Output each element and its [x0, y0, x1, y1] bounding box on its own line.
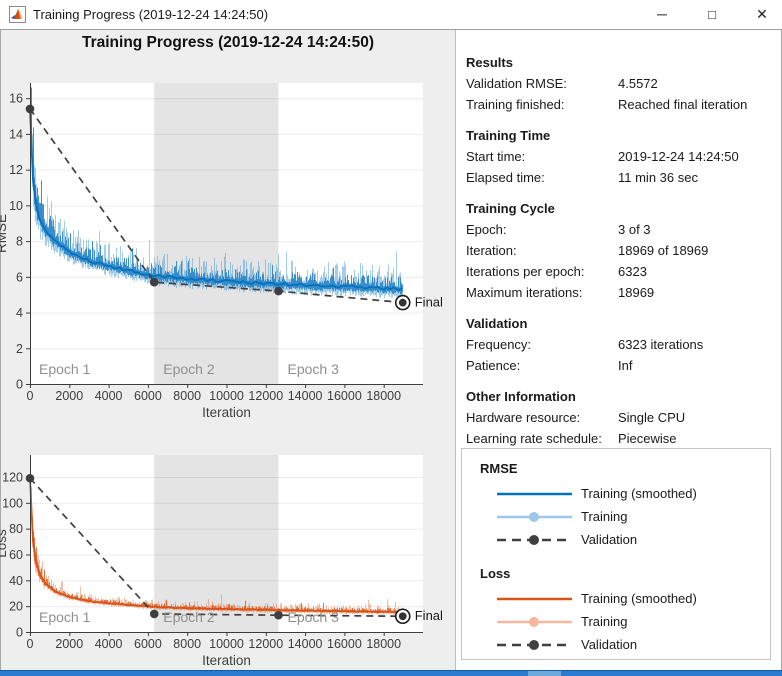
legend-swatch-solid-dot-icon — [497, 616, 572, 628]
legend-label: Training — [581, 509, 628, 524]
info-value: 6323 iterations — [618, 337, 704, 352]
info-value: 11 min 36 sec — [618, 170, 698, 185]
info-row: Iteration: 18969 of 18969 — [466, 240, 771, 261]
info-value: 6323 — [618, 264, 647, 279]
info-label: Validation RMSE: — [466, 76, 567, 91]
training-progress-charts — [0, 30, 455, 670]
legend-swatch-dashed-dot-icon — [497, 534, 572, 546]
info-row: Frequency: 6323 iterations — [466, 334, 771, 355]
info-section-heading: Training Cycle — [466, 201, 555, 216]
legend-entry: Training — [480, 610, 770, 633]
info-label: Start time: — [466, 149, 526, 164]
info-value: 18969 of 18969 — [618, 243, 709, 258]
info-label: Iterations per epoch: — [466, 264, 585, 279]
info-label: Patience: — [466, 358, 521, 373]
legend-group: Loss Training (smoothed) Training Validatio… — [480, 565, 770, 656]
legend-entry: Validation — [480, 633, 770, 656]
info-label: Hardware resource: — [466, 410, 581, 425]
info-row: Learning rate schedule: Piecewise — [466, 428, 771, 449]
info-value: Piecewise — [618, 431, 677, 446]
info-value: 2019-12-24 14:24:50 — [618, 149, 739, 164]
window-title: Training Progress (2019-12-24 14:24:50) — [33, 7, 269, 22]
legend-entry: Training (smoothed) — [480, 587, 770, 610]
info-sections: Results Validation RMSE: 4.5572 Training fi… — [456, 30, 781, 449]
legend-label: Validation — [581, 532, 638, 547]
info-value: 3 of 3 — [618, 222, 651, 237]
info-row: Start time: 2019-12-24 14:24:50 — [466, 146, 771, 167]
taskbar-edge — [0, 670, 782, 676]
legend-label: Training (smoothed) — [581, 486, 697, 501]
window-titlebar[interactable]: Training Progress (2019-12-24 14:24:50) … — [0, 0, 782, 30]
info-section-heading: Results — [466, 55, 513, 70]
info-label: Training finished: — [466, 97, 565, 112]
info-value: 18969 — [618, 285, 655, 300]
info-value: Single CPU — [618, 410, 686, 425]
legend-swatch-dashed-dot-icon — [497, 639, 572, 651]
minimize-button[interactable]: ─ — [657, 6, 667, 22]
legend-swatch-solid-icon — [497, 488, 572, 500]
info-row: Epoch: 3 of 3 — [466, 219, 771, 240]
info-row: Elapsed time: 11 min 36 sec — [466, 167, 771, 188]
info-panel: Results Validation RMSE: 4.5572 Training fi… — [455, 30, 781, 670]
legend-entry: Validation — [480, 528, 770, 551]
info-label: Iteration: — [466, 243, 517, 258]
info-row: Patience: Inf — [466, 355, 771, 376]
info-row: Validation RMSE: 4.5572 — [466, 73, 771, 94]
info-section-heading: Other Information — [466, 389, 576, 404]
legend-swatch-solid-dot-icon — [497, 511, 572, 523]
legend-group-heading: Loss — [480, 566, 511, 581]
legend-label: Validation — [581, 637, 638, 652]
legend-entry: Training — [480, 505, 770, 528]
legend-swatch-solid-icon — [497, 593, 572, 605]
maximize-button[interactable]: □ — [708, 7, 716, 22]
info-label: Frequency: — [466, 337, 532, 352]
legend-label: Training — [581, 614, 628, 629]
info-row: Iterations per epoch: 6323 — [466, 261, 771, 282]
matlab-app-icon — [9, 6, 26, 23]
info-label: Epoch: — [466, 222, 507, 237]
legend-group-heading: RMSE — [480, 461, 518, 476]
info-row: Maximum iterations: 18969 — [466, 282, 771, 303]
legend-entry: Training (smoothed) — [480, 482, 770, 505]
legend-group: RMSE Training (smoothed) Training Validatio… — [480, 460, 770, 551]
taskbar-edge-highlight — [528, 671, 561, 676]
info-value: 4.5572 — [618, 76, 658, 91]
legend-panel: RMSE Training (smoothed) Training Validatio… — [461, 448, 771, 660]
info-value: Reached final iteration — [618, 97, 748, 112]
info-label: Elapsed time: — [466, 170, 545, 185]
info-value: Inf — [618, 358, 633, 373]
close-button[interactable]: ✕ — [756, 6, 768, 22]
info-section-heading: Validation — [466, 316, 528, 331]
info-row: Training finished: Reached final iteratio… — [466, 94, 771, 115]
info-section-heading: Training Time — [466, 128, 551, 143]
info-label: Learning rate schedule: — [466, 431, 602, 446]
info-label: Maximum iterations: — [466, 285, 583, 300]
info-row: Hardware resource: Single CPU — [466, 407, 771, 428]
legend-label: Training (smoothed) — [581, 591, 697, 606]
